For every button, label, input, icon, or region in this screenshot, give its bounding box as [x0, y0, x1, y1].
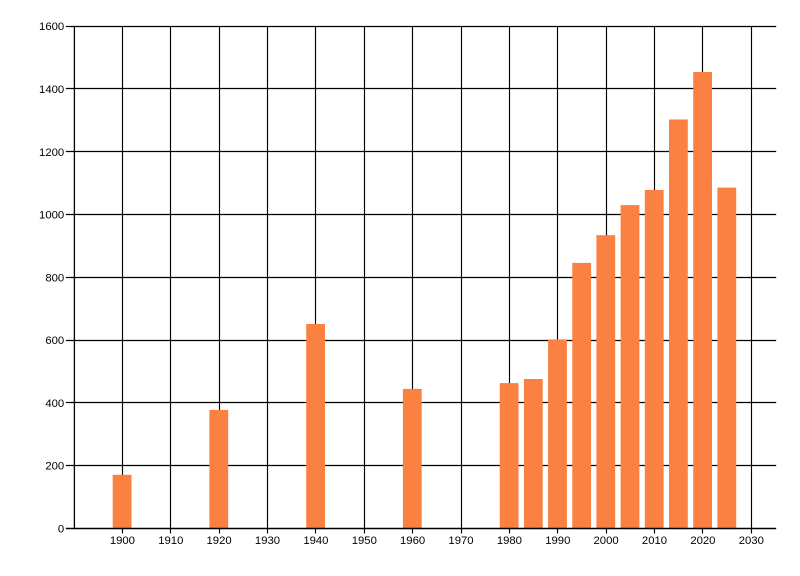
svg-text:1950: 1950: [352, 535, 377, 547]
svg-text:0: 0: [58, 523, 64, 535]
svg-text:1980: 1980: [497, 535, 522, 547]
svg-text:1930: 1930: [255, 535, 280, 547]
svg-text:2030: 2030: [739, 535, 764, 547]
svg-text:1990: 1990: [545, 535, 570, 547]
svg-text:400: 400: [45, 398, 64, 410]
svg-text:1400: 1400: [39, 84, 64, 96]
svg-text:200: 200: [45, 461, 64, 473]
svg-text:1960: 1960: [400, 535, 425, 547]
svg-text:600: 600: [45, 335, 64, 347]
svg-text:1900: 1900: [110, 535, 135, 547]
svg-text:800: 800: [45, 272, 64, 284]
svg-text:2000: 2000: [594, 535, 619, 547]
svg-text:1920: 1920: [207, 535, 232, 547]
svg-text:1200: 1200: [39, 147, 64, 159]
svg-text:1910: 1910: [158, 535, 183, 547]
svg-text:1600: 1600: [39, 21, 64, 33]
svg-text:2010: 2010: [642, 535, 667, 547]
svg-text:1000: 1000: [39, 210, 64, 222]
svg-text:1940: 1940: [303, 535, 328, 547]
svg-text:1970: 1970: [448, 535, 473, 547]
svg-text:2020: 2020: [690, 535, 715, 547]
